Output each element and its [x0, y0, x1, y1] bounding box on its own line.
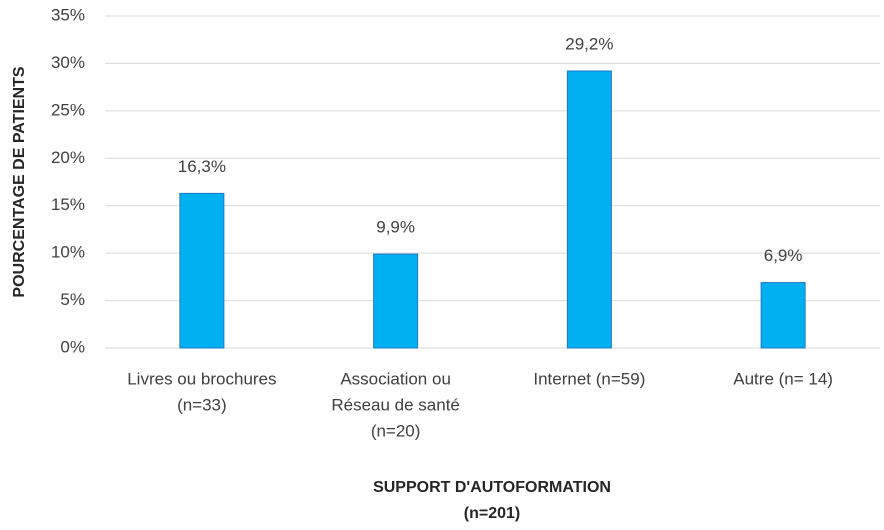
data-label: 16,3%: [178, 157, 226, 176]
y-tick-label: 25%: [51, 100, 85, 119]
data-label: 9,9%: [376, 218, 415, 237]
x-tick-label: Livres ou brochures: [127, 369, 276, 388]
y-tick-label: 35%: [51, 5, 85, 24]
x-tick-label: Internet (n=59): [533, 369, 645, 388]
x-tick-label: Réseau de santé: [331, 395, 460, 414]
x-tick-label: Autre (n= 14): [733, 369, 833, 388]
x-tick-label: (n=33): [177, 395, 227, 414]
x-tick-label: (n=20): [371, 421, 421, 440]
x-axis-label: (n=201): [464, 505, 520, 522]
data-label: 29,2%: [565, 35, 613, 54]
y-tick-label: 30%: [51, 53, 85, 72]
y-axis-label: POURCENTAGE DE PATIENTS: [11, 66, 28, 297]
y-tick-label: 10%: [51, 243, 85, 262]
data-label: 6,9%: [764, 246, 803, 265]
bar: [179, 192, 225, 349]
bar: [760, 282, 806, 349]
y-tick-label: 5%: [60, 290, 85, 309]
y-tick-label: 0%: [60, 337, 85, 356]
y-tick-label: 15%: [51, 195, 85, 214]
bar: [373, 253, 419, 349]
y-tick-label: 20%: [51, 148, 85, 167]
x-axis-label: SUPPORT D'AUTOFORMATION: [373, 479, 611, 496]
bar: [566, 70, 612, 349]
x-tick-label: Association ou: [340, 369, 451, 388]
